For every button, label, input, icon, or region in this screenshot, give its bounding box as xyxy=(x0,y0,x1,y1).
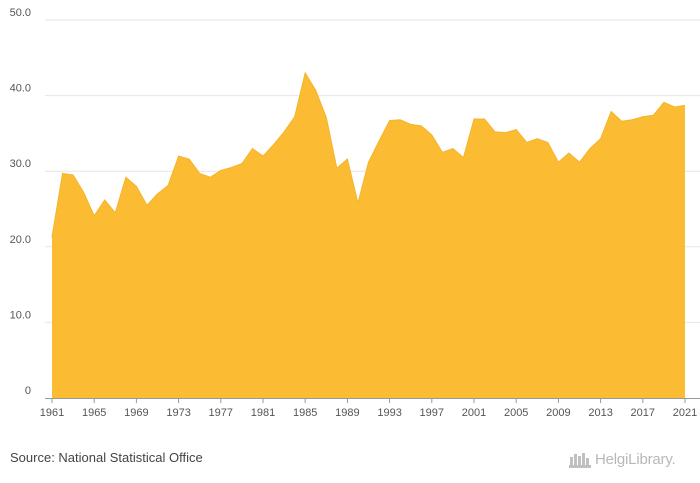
x-tick-label: 2013 xyxy=(588,407,612,419)
x-tick-label: 1993 xyxy=(377,407,401,419)
x-tick-label: 1985 xyxy=(293,407,317,419)
x-tick-label: 2021 xyxy=(673,407,697,419)
x-axis-ticks: 1961 1965 1969 1973 1977 1981 1985 1989 1993 1997… xyxy=(40,398,697,419)
y-tick-label: 30.0 xyxy=(10,158,31,170)
y-tick-label: 20.0 xyxy=(10,234,31,246)
x-tick-label: 1973 xyxy=(166,407,190,419)
logo-text: HelgiLibrary. xyxy=(595,450,676,468)
x-tick-label: 1977 xyxy=(209,407,233,419)
area-series-outline xyxy=(51,71,686,238)
x-tick-label: 1981 xyxy=(251,407,275,419)
x-tick-label: 1989 xyxy=(335,407,359,419)
library-icon xyxy=(569,453,591,468)
source-note: Source: National Statistical Office xyxy=(10,450,203,465)
x-tick-label: 1965 xyxy=(82,407,106,419)
x-tick-label: 2001 xyxy=(462,407,486,419)
x-tick-label: 1969 xyxy=(124,407,148,419)
area-series xyxy=(52,72,685,399)
y-tick-label: 50.0 xyxy=(10,7,31,19)
helgi-library-logo: HelgiLibrary. xyxy=(568,448,676,470)
y-tick-label: 10.0 xyxy=(10,309,31,321)
y-tick-label: 0 xyxy=(25,385,31,397)
y-tick-label: 40.0 xyxy=(10,83,31,95)
y-axis-ticks: 0 10.0 20.0 30.0 40.0 50.0 xyxy=(10,7,31,397)
x-tick-label: 2005 xyxy=(504,407,528,419)
x-tick-label: 1961 xyxy=(40,407,64,419)
x-tick-label: 2017 xyxy=(631,407,655,419)
x-tick-label: 2009 xyxy=(546,407,570,419)
x-tick-label: 1997 xyxy=(420,407,444,419)
